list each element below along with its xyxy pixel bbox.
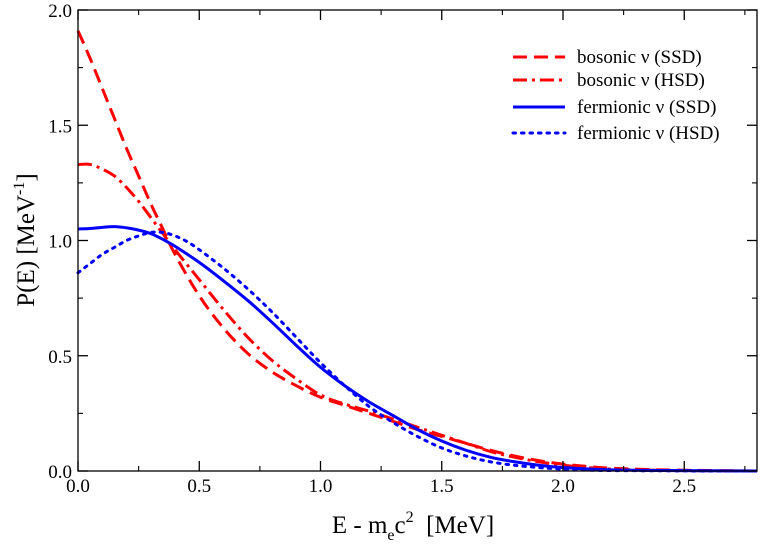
x-axis-title: E - mec2 [MeV]	[332, 509, 494, 544]
series-bosonic-hsd	[77, 162, 758, 473]
legend: bosonic ν (SSD) bosonic ν (HSD) fermioni…	[511, 47, 720, 144]
legend-entry-bosonic-ssd: bosonic ν (SSD)	[513, 47, 702, 68]
y-axis-title: P(E) [MeV-1]	[11, 173, 40, 306]
x-axis-title-unit: [MeV]	[414, 512, 495, 539]
x-axis-title-main: E - m	[332, 512, 388, 539]
y-axis-title-superscript: -1	[11, 182, 28, 195]
x-tick-label: 0.0	[66, 476, 90, 497]
x-axis-title-c: c	[395, 512, 406, 539]
y-axis-title-post: ]	[13, 173, 40, 181]
legend-entry-fermionic-ssd: fermionic ν (SSD)	[513, 97, 716, 118]
series-layer	[76, 30, 759, 473]
y-tick-label: 1.5	[48, 116, 72, 137]
x-tick-label: 2.0	[551, 476, 575, 497]
x-tick-label: 0.5	[187, 476, 211, 497]
legend-label-fermionic-ssd: fermionic ν (SSD)	[577, 97, 716, 118]
series-fermionic-hsd	[76, 230, 759, 473]
legend-label-bosonic-ssd: bosonic ν (SSD)	[577, 47, 702, 68]
x-tick-label: 2.5	[672, 476, 696, 497]
y-tick-label: 0.0	[48, 462, 72, 483]
y-tick-label: 1.0	[48, 232, 72, 253]
y-tick-label: 2.0	[48, 1, 72, 22]
legend-label-bosonic-hsd: bosonic ν (HSD)	[577, 70, 705, 91]
x-axis-title-superscript: 2	[406, 509, 414, 526]
legend-entry-fermionic-hsd: fermionic ν (HSD)	[511, 123, 720, 144]
y-axis-title-main: P(E) [MeV	[13, 195, 40, 307]
legend-label-fermionic-hsd: fermionic ν (HSD)	[577, 123, 720, 144]
x-tick-label: 1.5	[430, 476, 454, 497]
x-tick-label: 1.0	[309, 476, 333, 497]
ticks-layer: 0.0 0.5 1.0 1.5 2.0 2.5 0.0 0.5 1.0 1.5 2.0	[48, 1, 757, 497]
series-fermionic-ssd	[77, 225, 758, 473]
x-axis-title-subscript: e	[387, 527, 394, 544]
legend-entry-bosonic-hsd: bosonic ν (HSD)	[513, 70, 705, 91]
y-tick-label: 0.5	[48, 347, 72, 368]
